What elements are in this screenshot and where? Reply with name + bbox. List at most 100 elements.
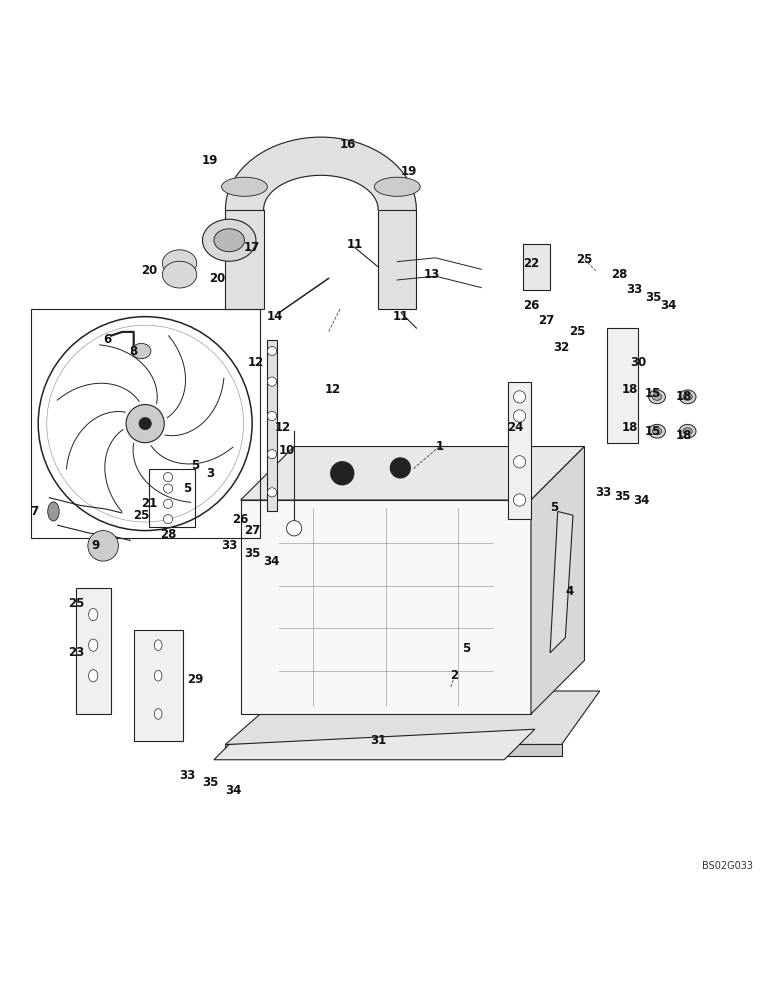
Ellipse shape <box>154 709 162 719</box>
Ellipse shape <box>652 393 662 400</box>
Text: 7: 7 <box>31 505 38 518</box>
Text: 18: 18 <box>622 421 639 434</box>
Ellipse shape <box>131 343 151 359</box>
Ellipse shape <box>89 608 98 621</box>
Polygon shape <box>241 447 584 500</box>
Text: 34: 34 <box>660 299 677 312</box>
Circle shape <box>267 411 277 421</box>
Bar <box>378 210 416 309</box>
Text: 19: 19 <box>400 165 417 178</box>
Text: 3: 3 <box>206 467 214 480</box>
Text: 23: 23 <box>68 646 85 659</box>
Ellipse shape <box>683 428 692 435</box>
Text: 2: 2 <box>451 669 458 682</box>
Text: 12: 12 <box>274 421 291 434</box>
Text: 22: 22 <box>523 257 539 270</box>
Polygon shape <box>225 137 416 210</box>
Bar <box>225 210 264 309</box>
Text: 20: 20 <box>141 264 157 277</box>
Circle shape <box>513 410 526 422</box>
Ellipse shape <box>214 229 244 252</box>
Ellipse shape <box>683 393 692 400</box>
Text: 35: 35 <box>244 547 261 560</box>
Ellipse shape <box>162 261 197 288</box>
Text: 25: 25 <box>133 509 150 522</box>
Bar <box>523 244 550 290</box>
Circle shape <box>513 456 526 468</box>
Circle shape <box>163 499 173 508</box>
Text: 28: 28 <box>160 528 176 541</box>
Circle shape <box>331 462 354 485</box>
Ellipse shape <box>649 390 665 404</box>
Circle shape <box>163 472 173 482</box>
Text: 5: 5 <box>191 459 199 472</box>
Text: 35: 35 <box>645 291 662 304</box>
Text: 30: 30 <box>630 356 646 369</box>
Text: 31: 31 <box>370 734 387 747</box>
Circle shape <box>513 391 526 403</box>
Text: 32: 32 <box>553 341 570 354</box>
Ellipse shape <box>202 219 256 261</box>
Ellipse shape <box>679 390 696 404</box>
Text: 8: 8 <box>130 345 138 358</box>
Text: 18: 18 <box>675 429 692 442</box>
Text: 5: 5 <box>183 482 191 495</box>
Text: 18: 18 <box>622 383 639 396</box>
Ellipse shape <box>47 502 60 521</box>
Text: 34: 34 <box>263 555 280 568</box>
Circle shape <box>88 531 118 561</box>
Circle shape <box>267 488 277 497</box>
Text: 19: 19 <box>202 154 219 167</box>
Bar <box>607 328 638 443</box>
Text: 10: 10 <box>278 444 295 457</box>
Text: 25: 25 <box>576 253 593 266</box>
Polygon shape <box>225 744 562 756</box>
Circle shape <box>139 417 151 430</box>
Text: 1: 1 <box>435 440 443 453</box>
Ellipse shape <box>222 177 267 196</box>
Bar <box>267 340 277 511</box>
Circle shape <box>267 346 277 356</box>
Polygon shape <box>134 630 183 741</box>
Polygon shape <box>76 588 111 714</box>
Circle shape <box>163 484 173 493</box>
Text: 15: 15 <box>645 425 662 438</box>
Text: 34: 34 <box>633 493 650 506</box>
Text: 25: 25 <box>568 325 585 338</box>
Text: 24: 24 <box>507 421 524 434</box>
Ellipse shape <box>162 250 197 277</box>
Text: 12: 12 <box>248 356 264 369</box>
Circle shape <box>390 458 410 478</box>
Text: 5: 5 <box>550 501 558 514</box>
Ellipse shape <box>649 424 665 438</box>
Text: 26: 26 <box>232 513 249 526</box>
Text: 16: 16 <box>339 138 356 151</box>
Text: 9: 9 <box>92 539 99 552</box>
Polygon shape <box>241 500 531 714</box>
Text: 6: 6 <box>103 333 111 346</box>
Text: 20: 20 <box>209 272 226 285</box>
Text: 15: 15 <box>645 387 662 400</box>
Text: 35: 35 <box>202 776 219 789</box>
Circle shape <box>126 404 164 443</box>
Text: 34: 34 <box>225 784 241 797</box>
Text: 5: 5 <box>462 642 470 655</box>
Ellipse shape <box>154 670 162 681</box>
Text: BS02G033: BS02G033 <box>701 861 753 871</box>
Text: 33: 33 <box>221 539 238 552</box>
Text: 28: 28 <box>610 268 627 281</box>
Ellipse shape <box>652 428 662 435</box>
Text: 26: 26 <box>523 299 539 312</box>
Polygon shape <box>225 691 600 744</box>
Text: 27: 27 <box>244 524 261 537</box>
Circle shape <box>513 494 526 506</box>
Circle shape <box>267 450 277 459</box>
Text: 33: 33 <box>595 486 612 499</box>
Bar <box>31 309 260 538</box>
Text: 4: 4 <box>565 585 573 598</box>
Polygon shape <box>531 447 584 714</box>
Text: 11: 11 <box>393 310 410 323</box>
Text: 33: 33 <box>626 283 643 296</box>
Text: 13: 13 <box>423 268 440 281</box>
Text: 35: 35 <box>614 490 631 503</box>
